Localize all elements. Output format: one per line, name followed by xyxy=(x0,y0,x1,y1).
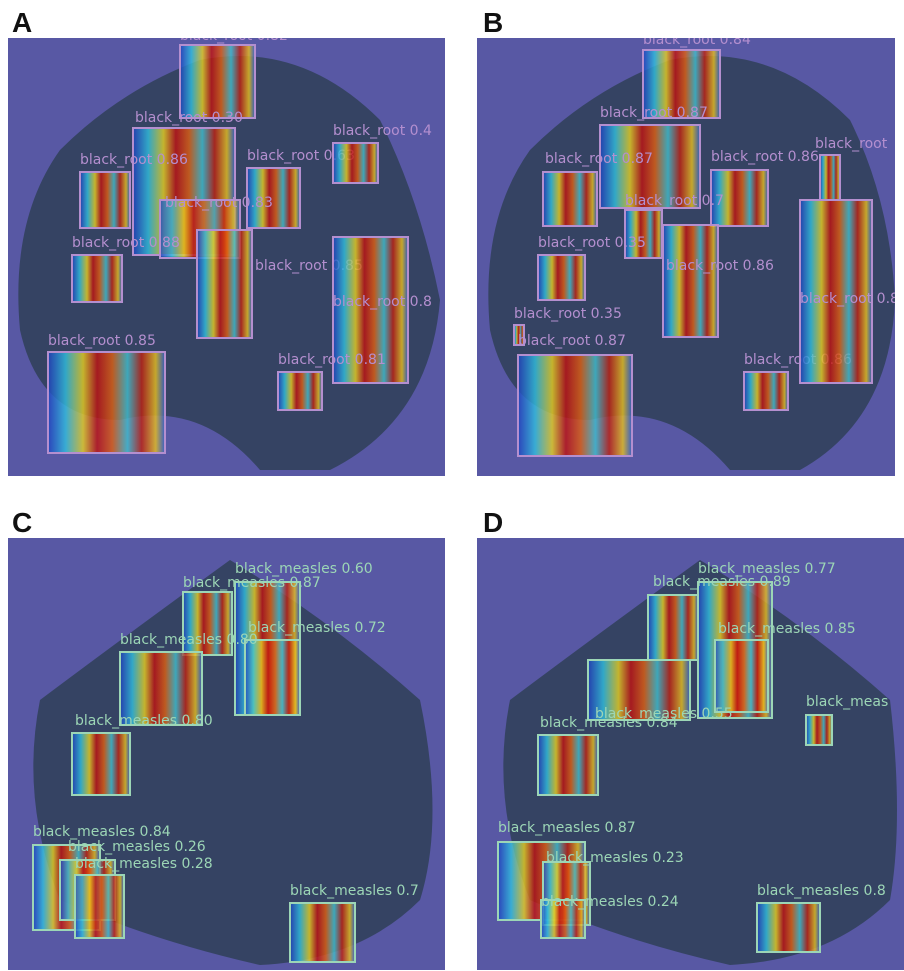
detection-label: black_measles 0.80 xyxy=(120,632,258,648)
detection-label: black_measles 0.87 xyxy=(183,575,321,591)
detection-label: black_root 0.87 xyxy=(518,333,626,349)
detection-label: black_root 0.88 xyxy=(72,235,180,251)
heatmap xyxy=(715,640,768,712)
detection-label: black_root 0.8 xyxy=(333,294,432,310)
detection-label: black_measles 0.84 xyxy=(540,715,678,731)
detection-label: black_root 0.83 xyxy=(165,195,273,211)
detection-label: black_measles 0.85 xyxy=(718,621,856,637)
heatmap xyxy=(744,372,788,410)
detection-label: black_root 0.35 xyxy=(514,306,622,322)
heatmap xyxy=(278,372,322,410)
detection-label: black_root 0.85 xyxy=(48,333,156,349)
heatmap xyxy=(648,595,698,660)
detection-label: black_measles 0.23 xyxy=(546,850,684,866)
image: black_root 0.82 black_root 0.30 black_root… xyxy=(8,28,445,476)
image: black_root 0.84 black_root 0.87 black_root… xyxy=(477,32,899,476)
detection-label: black_root 0.86 xyxy=(666,258,774,274)
detection-label: black_measles 0.26 xyxy=(68,839,206,855)
detection-label: black_measles 0.28 xyxy=(75,856,213,872)
detection-label: black_root 0.86 xyxy=(711,149,819,165)
detection-label: black_root xyxy=(815,136,888,152)
heatmap xyxy=(333,143,378,183)
heatmap xyxy=(72,255,122,302)
detection-label: black_root 0.86 xyxy=(80,152,188,168)
detection-label: black_measles 0.87 xyxy=(498,820,636,836)
heatmap xyxy=(197,230,252,338)
detection-label: black_measles 0.24 xyxy=(541,894,679,910)
panel-letter: D xyxy=(483,507,503,538)
heatmap xyxy=(180,45,255,118)
heatmap xyxy=(245,640,300,715)
heatmap xyxy=(538,255,585,300)
heatmap xyxy=(806,715,832,745)
detection-label: black_measles 0.89 xyxy=(653,574,791,590)
detection-label: black_root 0.87 xyxy=(600,105,708,121)
detection-label: black_root 0.30 xyxy=(135,110,243,126)
panel-letter: B xyxy=(483,7,503,38)
detection-label: black_root 0.7 xyxy=(625,193,724,209)
detection-label: black_measles 0.84 xyxy=(33,824,171,840)
detection-label: black_meas xyxy=(806,694,888,710)
heatmap xyxy=(75,875,124,938)
detection-label: black_root 0.35 xyxy=(538,235,646,251)
detection-label: black_root 0.8 xyxy=(800,291,899,307)
detection-label: black_measles 0.72 xyxy=(248,620,386,636)
heatmap xyxy=(72,733,130,795)
heatmap xyxy=(290,903,355,962)
figure: Ablack_root 0.82black_root 0.30black_roo… xyxy=(0,0,904,971)
heatmap xyxy=(518,355,632,456)
heatmap xyxy=(538,735,598,795)
detection-label: black_root 0.4 xyxy=(333,123,432,139)
heatmap xyxy=(80,172,130,228)
heatmap xyxy=(48,352,165,453)
detection-label: black_measles 0.80 xyxy=(75,713,213,729)
panel-letter: C xyxy=(12,507,32,538)
detection-label: black_measles 0.8 xyxy=(757,883,886,899)
heatmap xyxy=(543,172,597,226)
detection-label: black_root 0.87 xyxy=(545,151,653,167)
detection-label: black_root 0.82 xyxy=(180,28,288,44)
detection-label: black_root 0.84 xyxy=(643,32,751,48)
heatmap xyxy=(757,903,820,952)
panel-letter: A xyxy=(12,7,32,38)
detection-label: black_measles 0.7 xyxy=(290,883,419,899)
detection-label: black_root 0.81 xyxy=(278,352,386,368)
heatmap xyxy=(820,155,840,200)
heatmap xyxy=(663,225,718,337)
